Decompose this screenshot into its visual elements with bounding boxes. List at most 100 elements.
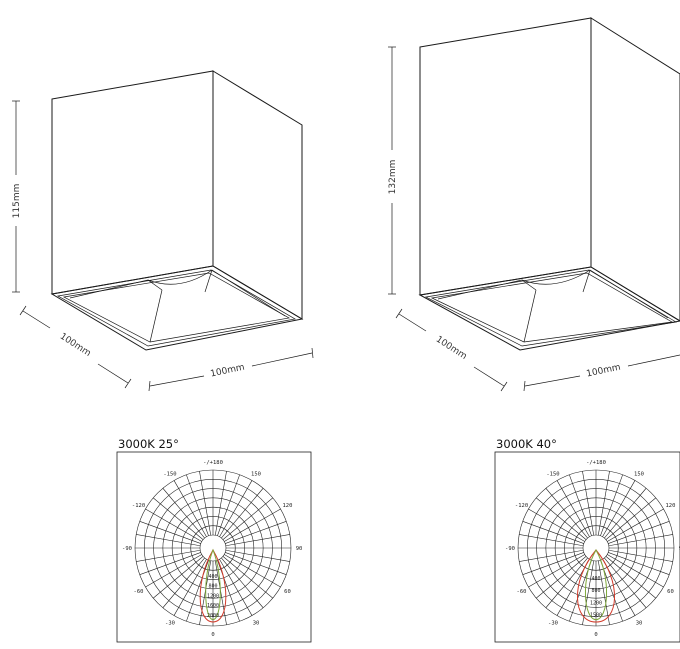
fixture-drawing-115: 115mm 100mm 100mm: [12, 70, 314, 392]
fixture-drawing-132: 132mm 100mm 100mm: [388, 17, 680, 392]
polar-spoke: [556, 480, 590, 537]
polar-spoke: [602, 480, 636, 537]
polar-spoke: [153, 556, 204, 599]
angle-label: 60: [284, 589, 291, 595]
angle-label: 30: [253, 620, 260, 626]
angle-label: 150: [634, 472, 644, 478]
angle-label: -150: [546, 472, 559, 478]
angle-label: 90: [296, 546, 303, 552]
height-dimension-label: 115mm: [12, 184, 22, 219]
angle-label: -30: [548, 620, 558, 626]
intensity-label: 1200: [590, 600, 602, 606]
angle-label: 120: [666, 503, 676, 509]
polar-spoke: [519, 534, 584, 547]
polar-spoke: [162, 557, 205, 608]
polar-spoke: [221, 557, 264, 608]
polar-ring: [582, 534, 610, 562]
polar-spoke: [536, 556, 587, 599]
height-dimension-label: 132mm: [388, 160, 398, 195]
angle-label: -90: [505, 546, 515, 552]
polar-spoke: [608, 552, 670, 575]
polar-spoke: [597, 471, 610, 536]
polar-spoke: [608, 549, 673, 562]
polar-spoke: [219, 559, 253, 616]
angle-label: -60: [134, 589, 144, 595]
polar-spoke: [136, 534, 201, 547]
angle-label: -/+180: [203, 460, 223, 466]
polar-spoke: [145, 508, 202, 542]
angle-label: -60: [517, 589, 527, 595]
c0-curve: [584, 548, 608, 621]
polar-spoke: [607, 554, 664, 588]
chart-title: 3000K 40°: [496, 437, 557, 451]
angle-label: 30: [636, 620, 643, 626]
polar-spoke: [145, 554, 202, 588]
polar-spoke: [162, 488, 205, 539]
polar-spoke: [199, 471, 212, 536]
polar-chart-40deg: 3000K 40° -/+180 150 120 90 60 30 0 -30 -60 -90 -1…: [494, 437, 680, 643]
intensity-label: 2000: [207, 613, 219, 619]
polar-spoke: [608, 521, 670, 544]
polar-spoke: [519, 549, 584, 562]
polar-spoke: [522, 521, 584, 544]
angle-label: -30: [165, 620, 175, 626]
polar-spoke: [600, 474, 623, 536]
polar-spoke: [136, 549, 201, 562]
angle-label: -90: [122, 546, 132, 552]
polar-spoke: [528, 554, 585, 588]
polar-spoke: [604, 488, 647, 539]
intensity-label: 400: [208, 574, 217, 580]
angle-label: 60: [667, 589, 674, 595]
polar-spoke: [608, 534, 673, 547]
polar-spoke: [139, 521, 201, 544]
polar-spoke: [224, 554, 281, 588]
polar-spoke: [186, 474, 209, 536]
angle-label: 120: [283, 503, 293, 509]
polar-spoke: [214, 560, 227, 625]
polar-spoke: [186, 560, 209, 622]
polar-spoke: [604, 557, 647, 608]
chart-frame: [494, 451, 680, 643]
polar-spoke: [173, 480, 207, 537]
angle-label: -/+180: [586, 460, 606, 466]
polar-spoke: [217, 474, 240, 536]
angle-label: 0: [594, 632, 597, 638]
intensity-label: 800: [591, 588, 600, 594]
intensity-label: 800: [208, 584, 217, 590]
polar-chart-25deg: 3000K 25° -/+180 150 120 90 60 30 0 -30 -60 -90 -1…: [116, 437, 312, 643]
polar-spoke: [582, 560, 595, 625]
polar-spoke: [173, 559, 207, 616]
width-dimension-label: 100mm: [210, 363, 246, 380]
polar-spoke: [153, 497, 204, 540]
polar-ring: [199, 534, 227, 562]
chart-frame: [116, 451, 312, 643]
polar-spoke: [219, 480, 253, 537]
polar-spoke: [222, 497, 273, 540]
intensity-label: 400: [591, 576, 600, 582]
polar-spoke: [214, 471, 227, 536]
intensity-label: 1600: [207, 603, 219, 609]
polar-spoke: [225, 534, 290, 547]
polar-spoke: [528, 508, 585, 542]
polar-spoke: [605, 497, 656, 540]
polar-spoke: [569, 474, 592, 536]
polar-spoke: [545, 488, 588, 539]
polar-spoke: [225, 549, 290, 562]
polar-spoke: [221, 488, 264, 539]
angle-label: -120: [515, 503, 528, 509]
polar-spoke: [224, 508, 281, 542]
angle-label: 150: [251, 472, 261, 478]
depth-dimension-label: 100mm: [434, 335, 469, 362]
polar-spoke: [225, 521, 287, 544]
polar-spoke: [217, 560, 240, 622]
polar-spoke: [597, 560, 610, 625]
angle-label: 0: [211, 632, 214, 638]
polar-spoke: [607, 508, 664, 542]
polar-spoke: [582, 471, 595, 536]
c90-curve: [199, 548, 227, 623]
polar-spoke: [139, 552, 201, 575]
polar-spoke: [199, 560, 212, 625]
angle-label: -150: [163, 472, 176, 478]
intensity-label: 1500: [590, 612, 602, 618]
polar-spoke: [536, 497, 587, 540]
